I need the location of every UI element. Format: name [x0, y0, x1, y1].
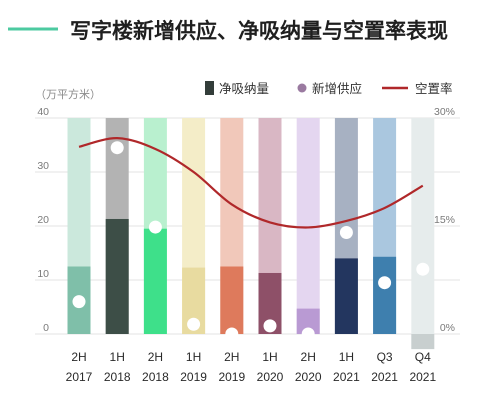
supply-dot-0	[72, 295, 86, 309]
absorption-bar-1	[105, 218, 129, 334]
category-label-bottom-4: 2019	[218, 370, 245, 384]
left-tick-3: 30	[37, 160, 49, 172]
absorption-bar-5	[258, 272, 282, 334]
absorption-bar-7	[334, 258, 358, 334]
supply-dot-6	[301, 327, 315, 341]
vacancy-rate-line	[78, 137, 424, 229]
absorption-bar-9	[411, 334, 435, 350]
left-tick-1: 10	[37, 268, 49, 280]
left-tick-2: 20	[37, 214, 49, 226]
chart-title: 写字楼新增供应、净吸纳量与空置率表现	[70, 19, 448, 43]
left-axis-ticks: 0 10 20 30 40	[37, 106, 49, 334]
right-tick-0: 0%	[440, 322, 455, 334]
right-axis-ticks: 0% 15% 30%	[434, 106, 455, 334]
supply-dot-5	[263, 319, 277, 333]
category-labels: 2H 2017 1H 2018 2H 2018 1H 2019 2H 2019 1H 2020 2H 20…	[66, 350, 437, 384]
absorption-bar-6	[296, 308, 320, 334]
category-label-bottom-3: 2019	[180, 370, 207, 384]
supply-dot-4	[225, 327, 239, 341]
right-tick-2: 30%	[434, 106, 455, 118]
category-label-top-7: 1H	[339, 350, 354, 364]
category-label-bottom-0: 2017	[66, 370, 93, 384]
gridlines	[35, 117, 460, 335]
absorption-bars	[67, 218, 435, 350]
legend-label-supply: 新增供应	[312, 81, 362, 96]
left-tick-0: 0	[43, 322, 49, 334]
supply-dot-3	[187, 317, 201, 331]
category-label-bottom-6: 2020	[295, 370, 322, 384]
supply-dot-1	[110, 141, 124, 155]
left-tick-4: 40	[37, 106, 49, 118]
category-label-bottom-5: 2020	[257, 370, 284, 384]
column-bg-6	[296, 118, 320, 334]
category-label-top-5: 1H	[262, 350, 277, 364]
category-label-top-1: 1H	[110, 350, 125, 364]
column-bg-9	[411, 118, 435, 334]
supply-dot-9	[416, 262, 430, 276]
category-label-bottom-1: 2018	[104, 370, 131, 384]
legend-label-absorption: 净吸纳量	[219, 82, 269, 96]
legend: 净吸纳量 新增供应 空置率	[205, 81, 453, 96]
supply-dot-8	[378, 276, 392, 290]
supply-dots	[72, 141, 430, 341]
category-label-bottom-8: 2021	[371, 370, 398, 384]
legend-dot-swatch	[297, 83, 307, 93]
right-tick-1: 15%	[434, 214, 455, 226]
category-label-top-6: 2H	[301, 350, 316, 364]
supply-dot-7	[339, 225, 353, 239]
absorption-bar-3	[182, 267, 206, 334]
absorption-bar-8	[373, 256, 397, 334]
category-label-top-8: Q3	[377, 350, 393, 364]
category-label-top-4: 2H	[224, 350, 239, 364]
category-label-top-3: 1H	[186, 350, 201, 364]
category-label-bottom-9: 2021	[409, 370, 436, 384]
supply-dot-2	[148, 220, 162, 234]
absorption-bar-2	[143, 228, 167, 334]
y-axis-unit: （万平方米）	[35, 87, 101, 101]
category-label-bottom-7: 2021	[333, 370, 360, 384]
legend-bar-swatch	[205, 81, 214, 95]
category-label-top-0: 2H	[71, 350, 86, 364]
category-label-top-2: 2H	[148, 350, 163, 364]
category-label-bottom-2: 2018	[142, 370, 169, 384]
absorption-bar-4	[220, 266, 244, 334]
vacancy-line-group	[78, 137, 424, 229]
category-label-top-9: Q4	[415, 350, 431, 364]
legend-label-vacancy: 空置率	[415, 81, 453, 96]
